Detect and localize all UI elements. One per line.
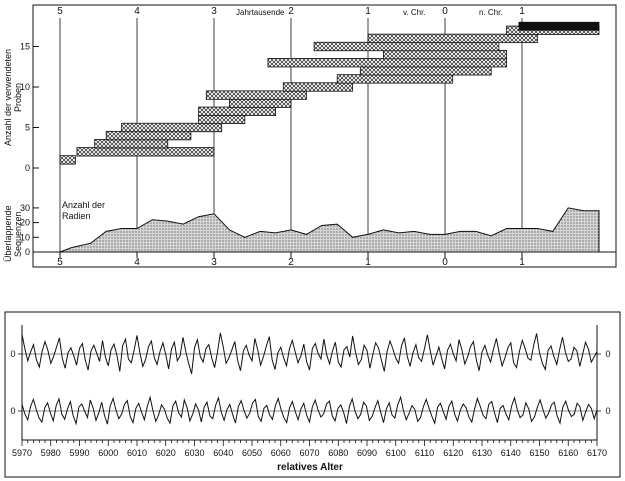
sample-bar (382, 49, 507, 60)
lower-x-tick-label: 6020 (156, 448, 176, 458)
lower-x-tick-label: 6110 (415, 448, 434, 458)
millennium-label-top: 2 (288, 6, 294, 17)
millennium-label-top: 0 (442, 6, 448, 17)
lower-x-tick-label: 6120 (443, 448, 463, 458)
overlap-tick-label: 0 (25, 247, 30, 257)
lower-x-tick-label: 6030 (184, 448, 204, 458)
sample-bar-dark (518, 21, 600, 31)
sample-bar (267, 58, 507, 68)
sample-bar (359, 66, 492, 76)
samples-tick-label: 0 (25, 163, 30, 173)
lower-x-tick-label: 5970 (12, 448, 32, 458)
millennium-label-bottom: 4 (134, 257, 140, 268)
upper-panel-frame (32, 4, 617, 268)
millennium-label-top: 5 (57, 6, 63, 17)
overlap-ylabel-line2: Sequenzen (13, 211, 23, 257)
samples-ylabel-line2: Proben (13, 83, 23, 112)
lower-x-tick-label: 6070 (299, 448, 319, 458)
sample-bar (367, 33, 538, 44)
sample-bar (76, 147, 215, 157)
lower-x-tick-label: 6090 (357, 448, 377, 458)
overlap-tick-label: 20 (20, 218, 30, 228)
sample-bar (121, 122, 223, 133)
lower-xlabel: relatives Alter (277, 462, 343, 473)
overlap-tick-label: 30 (20, 203, 30, 213)
top-label-vchr: v. Chr. (403, 8, 426, 17)
sample-bar (94, 139, 169, 149)
sample-bar (198, 106, 277, 116)
overlap-ylabel-line1: Überlappende (3, 205, 13, 262)
millennium-label-bottom: 1 (365, 257, 371, 268)
radii-label-line2: Radien (62, 211, 91, 221)
lower-x-tick-label: 6010 (127, 448, 147, 458)
top-label-jahrtausende: Jahrtausende (236, 8, 285, 17)
sample-bar (59, 155, 76, 165)
millennium-label-bottom: 0 (442, 257, 448, 268)
lower-x-tick-label: 6000 (98, 448, 118, 458)
millennium-label-top: 1 (519, 6, 525, 17)
series-top-zero-label-right: 0 (605, 349, 610, 359)
series-bottom (21, 395, 598, 426)
millennium-label-top: 3 (211, 6, 217, 17)
lower-x-tick-label: 6160 (558, 448, 578, 458)
lower-x-tick-label: 6170 (587, 448, 607, 458)
millennium-label-bottom: 5 (57, 257, 63, 268)
millennium-label-top: 4 (134, 6, 140, 17)
sample-bar (228, 98, 292, 108)
series-bottom-zero-label-left: 0 (10, 406, 15, 416)
lower-x-tick-label: 5990 (69, 448, 89, 458)
sample-bar (205, 90, 307, 100)
millennium-label-bottom: 3 (211, 257, 217, 268)
series-top-zero-label-left: 0 (10, 349, 15, 359)
millennium-label-top: 1 (365, 6, 371, 17)
radii-label-line1: Anzahl der (62, 200, 105, 210)
lower-x-tick-label: 6100 (386, 448, 406, 458)
lower-panel-frame (4, 311, 621, 478)
series-top (21, 332, 598, 374)
lower-x-tick-label: 5980 (41, 448, 61, 458)
samples-tick-label: 5 (25, 123, 30, 133)
sample-bar (198, 114, 246, 125)
lower-x-tick-label: 6140 (501, 448, 521, 458)
millennium-label-bottom: 1 (519, 257, 525, 268)
lower-x-tick-label: 6080 (328, 448, 348, 458)
lower-x-tick-label: 6150 (529, 448, 549, 458)
samples-ylabel-line1: Anzahl der verwendeten (3, 49, 13, 146)
lower-x-tick-label: 6060 (271, 448, 291, 458)
lower-x-tick-label: 6130 (472, 448, 492, 458)
millennium-label-bottom: 2 (288, 257, 294, 268)
lower-x-tick-label: 6040 (213, 448, 233, 458)
top-label-nchr: n. Chr. (479, 8, 503, 17)
sample-bar (336, 74, 454, 84)
samples-tick-label: 15 (20, 42, 30, 52)
lower-x-tick-label: 6050 (242, 448, 262, 458)
sample-bar (282, 82, 353, 92)
samples-tick-label: 10 (20, 82, 30, 92)
sample-bar (313, 41, 500, 52)
series-bottom-zero-label-right: 0 (605, 406, 610, 416)
overlap-area (59, 207, 600, 253)
sample-bar (105, 130, 192, 141)
overlap-tick-label: 10 (20, 232, 30, 242)
